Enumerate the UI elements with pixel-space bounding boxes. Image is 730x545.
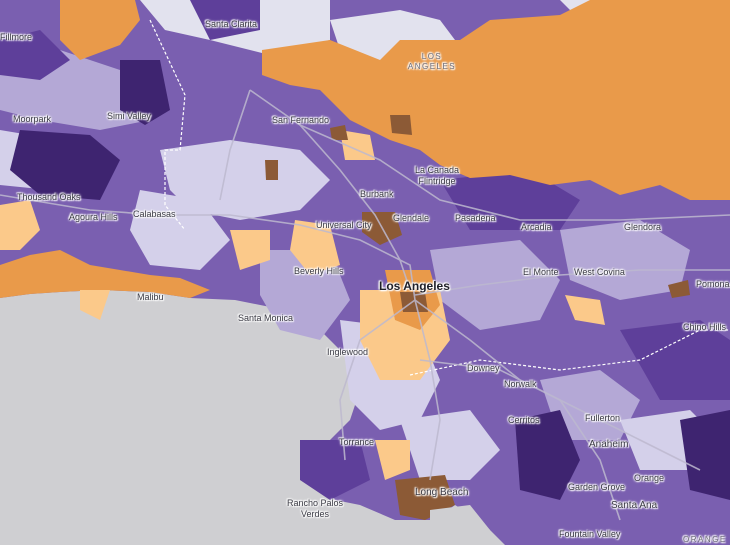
region-dark-3 (10, 130, 120, 200)
region-dark-4 (190, 0, 260, 40)
region-light-2 (160, 140, 330, 220)
region-light-3 (130, 190, 230, 270)
label-glendora: Glendora (624, 222, 662, 232)
label-la-canada: La Canada Flintridge (415, 165, 459, 187)
region-orange-light-8 (80, 290, 110, 320)
harbor-water (430, 505, 490, 545)
region-dark-6 (515, 410, 580, 500)
region-dark-1 (0, 30, 70, 80)
label-universal-city: Universal City (316, 220, 372, 230)
region-orange-light-4 (340, 130, 375, 160)
label-santa-monica: Santa Monica (238, 313, 294, 323)
region-dark-2 (120, 60, 170, 125)
region-brown-west (265, 160, 278, 180)
label-rancho-palos-verdes: Rancho Palos Verdes (287, 498, 343, 520)
roads (0, 89, 730, 521)
region-dark-8 (620, 320, 730, 400)
label-san-fernando: San Fernando (272, 115, 330, 125)
label-burbank: Burbank (360, 189, 394, 199)
label-long-beach: Long Beach (415, 487, 469, 498)
region-brown-sylmar (390, 115, 412, 135)
label-agoura-hills: Agoura Hills (69, 212, 118, 222)
label-santa-clarita: Santa Clarita (205, 19, 258, 29)
label-cerritos: Cerritos (508, 415, 540, 425)
region-light-7 (560, 220, 690, 300)
label-la-canada-line1: La Canada (414, 165, 460, 175)
region-brown-downtown (400, 292, 428, 312)
label-moorpark: Moorpark (13, 114, 52, 124)
label-pasadena: Pasadena (455, 213, 496, 223)
label-santa-ana: Santa Ana (611, 500, 658, 511)
region-orange-light-6 (565, 295, 605, 325)
region-brown-sanfernando (330, 125, 348, 140)
region-dark-7 (680, 410, 730, 500)
label-anaheim: Anaheim (589, 439, 629, 450)
label-la-county-line2: ANGELES (407, 62, 457, 71)
region-orange-light-2 (230, 230, 270, 270)
label-arcadia: Arcadia (521, 222, 552, 232)
label-glendale: Glendale (393, 213, 430, 223)
label-rancho-line1: Rancho Palos (286, 498, 344, 508)
label-garden-grove: Garden Grove (568, 482, 626, 492)
label-la-county: LOS ANGELES (408, 52, 456, 72)
region-orange-light-1 (0, 200, 40, 250)
region-orange-mountains (262, 0, 730, 200)
label-fountain-valley: Fountain Valley (559, 529, 621, 539)
label-fullerton: Fullerton (585, 413, 621, 423)
region-orange-light-3 (290, 220, 340, 275)
label-rancho-line2: Verdes (300, 509, 330, 519)
region-brown-pomona (668, 280, 690, 298)
region-orange-nw (60, 0, 140, 60)
label-orange-county: ORANGE (683, 535, 727, 544)
label-thousand-oaks: Thousand Oaks (17, 192, 81, 202)
label-torrance: Torrance (339, 437, 375, 447)
label-norwalk: Norwalk (504, 379, 537, 389)
label-la-canada-line2: Flintridge (418, 176, 456, 186)
label-el-monte: El Monte (523, 267, 559, 277)
region-orange-light-7 (375, 440, 410, 480)
label-inglewood: Inglewood (327, 347, 369, 357)
label-downey: Downey (467, 363, 500, 373)
label-chino-hills: Chino Hills (683, 322, 727, 332)
label-la-county-line1: LOS (421, 52, 443, 61)
label-orange: Orange (634, 473, 665, 483)
region-light-6 (430, 240, 560, 330)
label-malibu: Malibu (137, 292, 164, 302)
label-fillmore: Fillmore (0, 32, 33, 42)
label-los-angeles: Los Angeles (379, 279, 450, 293)
region-light-8 (400, 410, 500, 480)
label-west-covina: West Covina (574, 267, 625, 277)
label-simi-valley: Simi Valley (107, 111, 151, 121)
county-boundary (149, 19, 730, 376)
region-dark-9 (300, 440, 370, 500)
region-dark-5 (440, 170, 580, 230)
label-calabasas: Calabasas (133, 209, 176, 219)
label-beverly-hills: Beverly Hills (294, 266, 344, 276)
label-pomona: Pomona (696, 279, 730, 289)
region-orange-santamonica-mts (0, 250, 210, 298)
region-light-4 (260, 250, 350, 340)
